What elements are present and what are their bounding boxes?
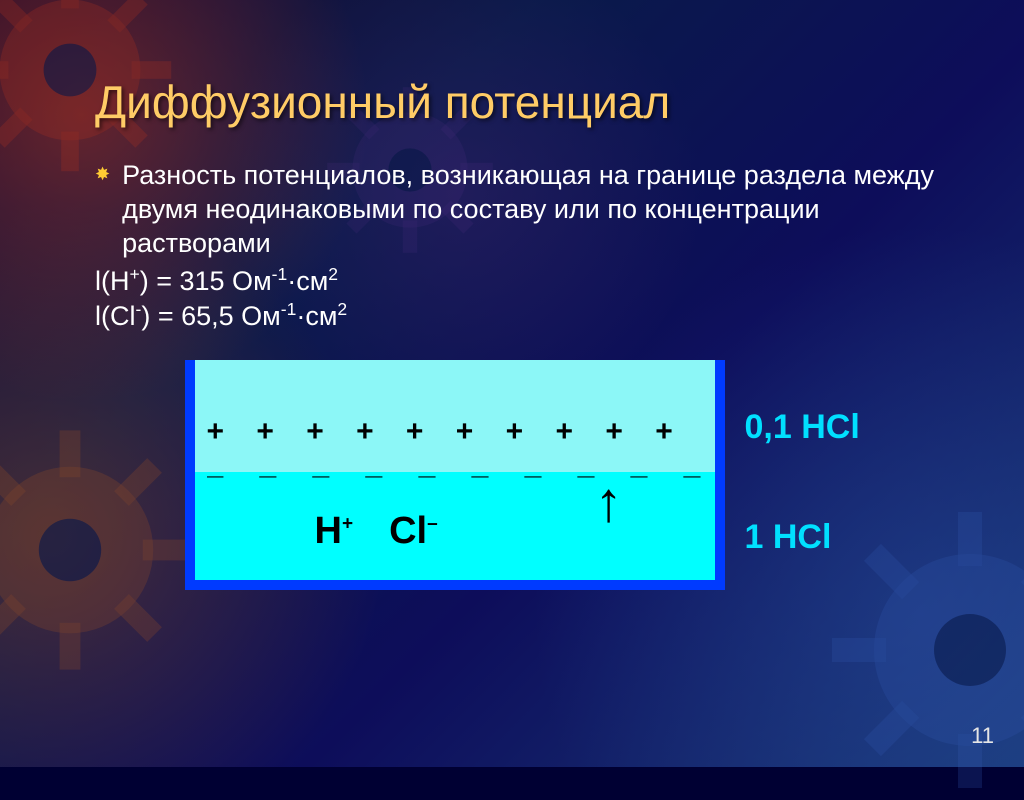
ion-h: H+	[315, 510, 354, 553]
container-wall	[185, 360, 195, 590]
bullet-item: ✸ Разность потенциалов, возникающая на г…	[95, 159, 954, 260]
container-wall	[715, 360, 725, 590]
negative-charge-row: _ _ _ _ _ _ _ _ _ _ _ _ _ _	[207, 448, 703, 482]
ion-cl: Cl–	[389, 510, 438, 553]
container-wall	[185, 580, 725, 590]
diffusion-arrow-icon: ↑	[595, 480, 623, 525]
page-number: 11	[971, 723, 994, 749]
solution-container: + + + + + + + + + + + + + + + _ _ _ _ _ …	[185, 360, 725, 590]
ion-labels: H+ Cl–	[315, 510, 438, 553]
slide-content: Диффузионный потенциал ✸ Разность потенц…	[0, 0, 1024, 590]
bullet-icon: ✸	[95, 164, 110, 185]
slide-title: Диффузионный потенциал	[95, 75, 954, 129]
positive-charge-row: + + + + + + + + + + + + + + +	[207, 415, 703, 449]
concentration-label-bottom: 1 HCl	[745, 518, 832, 557]
concentration-label-top: 0,1 HCl	[745, 408, 860, 447]
formula-cl: l(Cl-) = 65,5 Ом-1·см2	[95, 299, 954, 332]
bullet-text: Разность потенциалов, возникающая на гра…	[122, 159, 954, 260]
formula-h: l(H+) = 315 Ом-1·см2	[95, 264, 954, 297]
diffusion-diagram: + + + + + + + + + + + + + + + _ _ _ _ _ …	[185, 360, 865, 590]
